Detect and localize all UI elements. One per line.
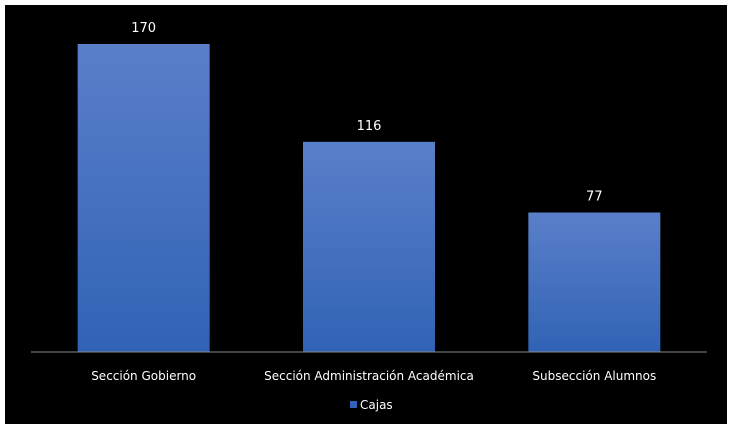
- bars-layer: [77, 44, 661, 352]
- bar-1: [303, 141, 435, 352]
- legend: Cajas: [350, 398, 393, 412]
- bar-chart: 170 Sección Gobierno 116 Sección Administra…: [31, 21, 707, 412]
- data-label-2: 77: [586, 189, 603, 204]
- bar-2: [528, 212, 661, 352]
- category-label-1: Sección Administración Académica: [264, 369, 474, 383]
- category-label-2: Subsección Alumnos: [532, 369, 656, 383]
- category-label-0: Sección Gobierno: [91, 369, 196, 383]
- data-label-0: 170: [131, 21, 156, 36]
- chart-frame: 170 Sección Gobierno 116 Sección Administra…: [5, 5, 727, 424]
- data-label-1: 116: [357, 119, 382, 134]
- legend-label-cajas: Cajas: [360, 398, 393, 412]
- bar-0: [77, 44, 210, 352]
- labels-layer: 170 Sección Gobierno 116 Sección Administra…: [91, 21, 656, 383]
- legend-swatch-cajas: [350, 401, 357, 408]
